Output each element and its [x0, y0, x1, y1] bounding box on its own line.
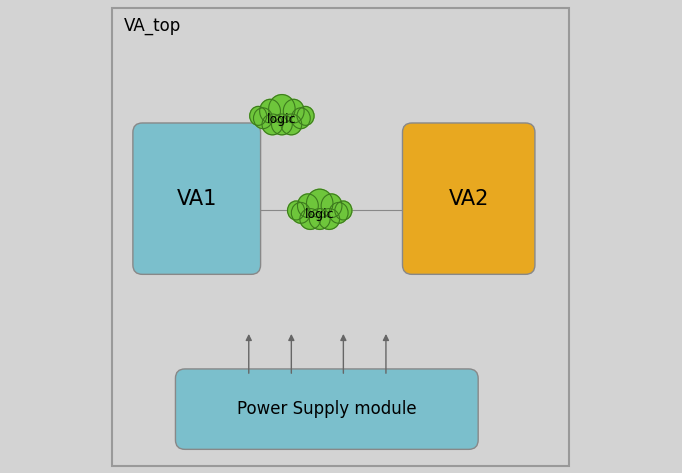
FancyBboxPatch shape: [112, 8, 569, 466]
Ellipse shape: [318, 209, 340, 229]
Text: logic: logic: [305, 208, 335, 221]
Ellipse shape: [297, 194, 318, 218]
Ellipse shape: [288, 201, 305, 220]
Text: VA_top: VA_top: [123, 17, 181, 35]
Ellipse shape: [269, 95, 295, 123]
Ellipse shape: [321, 194, 342, 218]
Ellipse shape: [306, 189, 333, 218]
Ellipse shape: [271, 114, 293, 135]
Ellipse shape: [291, 202, 310, 223]
Ellipse shape: [262, 114, 283, 135]
FancyBboxPatch shape: [133, 123, 261, 274]
Ellipse shape: [310, 209, 330, 229]
Text: Power Supply module: Power Supply module: [237, 400, 417, 418]
Ellipse shape: [250, 106, 267, 125]
Ellipse shape: [291, 108, 310, 129]
Ellipse shape: [283, 99, 304, 123]
Text: VA2: VA2: [449, 189, 489, 209]
Ellipse shape: [335, 201, 352, 220]
Ellipse shape: [260, 99, 280, 123]
Ellipse shape: [297, 106, 314, 125]
Text: logic: logic: [267, 113, 297, 126]
FancyBboxPatch shape: [175, 369, 478, 449]
Ellipse shape: [300, 209, 321, 229]
Ellipse shape: [281, 114, 301, 135]
Ellipse shape: [329, 202, 348, 223]
FancyBboxPatch shape: [402, 123, 535, 274]
Ellipse shape: [254, 108, 272, 129]
Text: VA1: VA1: [177, 189, 217, 209]
